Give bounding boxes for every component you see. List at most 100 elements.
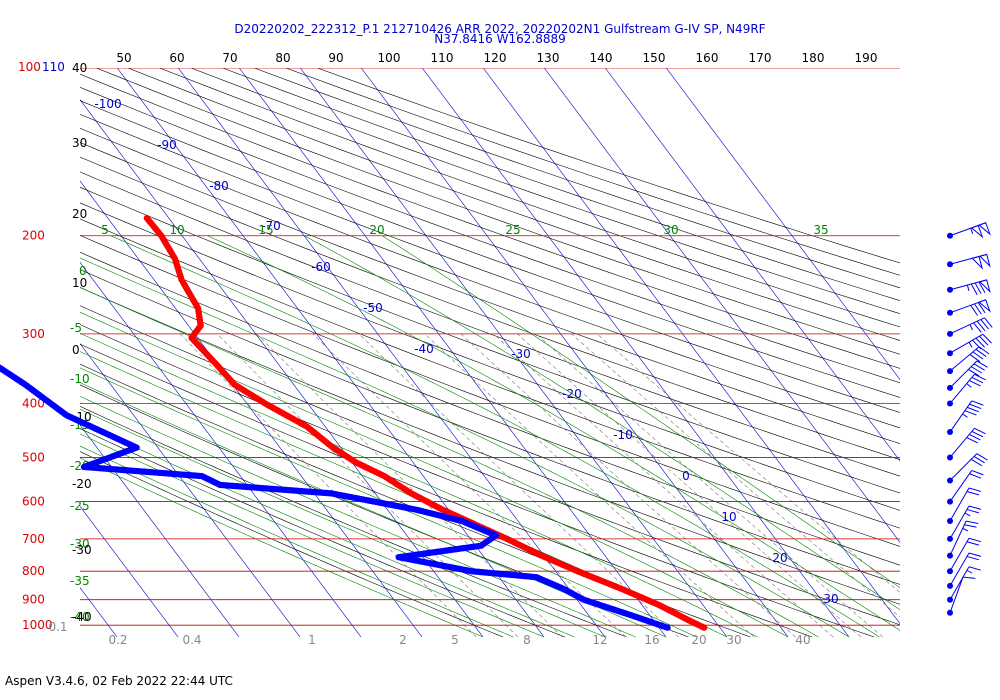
wind-barb-feather xyxy=(971,430,984,438)
temperature-point xyxy=(700,624,708,631)
dry-adiabat-line xyxy=(80,86,900,384)
wind-barb-feather xyxy=(984,317,993,328)
moist-adiabat-label: 25 xyxy=(505,223,520,237)
wind-barb-feather xyxy=(976,320,986,332)
mixing-ratio-label: 20 xyxy=(691,633,706,647)
left-green-label: -10 xyxy=(70,372,90,386)
isotherm-label: -80 xyxy=(209,179,229,193)
moist-adiabat-line xyxy=(80,332,758,638)
pressure-tick-label: 110 xyxy=(42,60,65,74)
wind-barb-feather xyxy=(969,473,982,479)
dry-adiabat-line xyxy=(254,68,900,289)
wind-barb xyxy=(949,566,970,600)
top-axis-tick-label: 150 xyxy=(643,51,666,65)
dry-adiabat-line xyxy=(80,73,900,369)
isotherm-line xyxy=(178,68,606,638)
top-axis-tick-label: 120 xyxy=(484,51,507,65)
isotherm-label: 0 xyxy=(682,469,690,483)
top-axis-tick-label: 110 xyxy=(431,51,454,65)
mixing-ratio-line xyxy=(216,333,519,638)
top-axis-tick-label: 180 xyxy=(802,51,825,65)
top-axis-tick-label: 100 xyxy=(378,51,401,65)
left-green-label: -35 xyxy=(70,574,90,588)
wind-barb-feather xyxy=(974,282,982,295)
wind-barb xyxy=(949,453,978,481)
wind-barb-half xyxy=(966,569,973,574)
wind-barb xyxy=(949,317,985,335)
pressure-tick-label: 400 xyxy=(22,396,45,410)
wind-barb xyxy=(949,400,973,433)
top-axis-tick-label: 190 xyxy=(855,51,878,65)
left-green-label: -25 xyxy=(70,499,90,513)
isotherm-label: -90 xyxy=(157,138,177,152)
isotherm-label: -70 xyxy=(261,219,281,233)
mixing-ratio-line xyxy=(536,333,883,638)
wind-barb-feather xyxy=(969,403,982,410)
moist-adiabat-line xyxy=(207,235,900,631)
wind-barb-feather xyxy=(972,351,984,360)
wind-barb-feather xyxy=(971,376,984,384)
moist-adiabat-line xyxy=(304,235,900,611)
isotherm-line xyxy=(0,68,56,637)
moist-adiabat-label: 10 xyxy=(169,223,184,237)
dry-adiabat-line xyxy=(80,451,504,638)
left-green-label: -30 xyxy=(70,537,90,551)
wind-barb-feather xyxy=(968,487,982,492)
pressure-tick-label: 800 xyxy=(22,564,45,578)
dry-adiabat-line xyxy=(80,324,875,638)
wind-barb-half xyxy=(966,383,972,388)
wind-barb-feather xyxy=(968,552,982,557)
wind-barb-feather xyxy=(968,369,980,377)
wind-barb-feather xyxy=(969,354,981,363)
wind-barb xyxy=(949,520,967,556)
moist-adiabat-label: 15 xyxy=(258,223,273,237)
wind-barb-flag xyxy=(978,222,991,236)
dry-adiabat-line xyxy=(80,171,900,477)
isotherm-line xyxy=(80,343,301,638)
wind-barb-feather xyxy=(968,537,982,543)
left-black-label: -20 xyxy=(72,477,92,491)
wind-barb-feather xyxy=(966,437,979,444)
wind-barb-half xyxy=(964,512,971,517)
mixing-ratio-label: 1 xyxy=(308,633,316,647)
pressure-tick-label: 100 xyxy=(18,60,41,74)
pressure-tick-label: 200 xyxy=(22,229,45,243)
isotherm-label: -40 xyxy=(414,342,434,356)
wind-barb-feather xyxy=(973,456,985,464)
moist-adiabat-label: 5 xyxy=(101,223,109,237)
top-axis-tick-label: 90 xyxy=(328,51,343,65)
isotherm-line xyxy=(422,68,850,638)
dry-adiabat-line xyxy=(285,68,900,276)
isotherm-line xyxy=(544,68,900,543)
wind-barb xyxy=(949,346,980,372)
dry-adiabat-line xyxy=(222,68,900,301)
isotherm-line xyxy=(80,261,362,638)
left-green-label: -5 xyxy=(70,321,82,335)
wind-barb-feather xyxy=(975,337,985,348)
moist-adiabat-line xyxy=(80,395,636,638)
mixing-ratio-line xyxy=(312,333,627,638)
wind-barb xyxy=(949,470,973,502)
wind-barb xyxy=(949,333,984,354)
dry-adiabat-line xyxy=(96,68,900,355)
dry-adiabat-line xyxy=(80,113,900,413)
mixing-ratio-label: 5 xyxy=(451,633,459,647)
left-black-label: 30 xyxy=(72,136,87,150)
dry-adiabat-line xyxy=(80,343,813,638)
wind-barb-feather xyxy=(980,319,989,330)
isotherm-label: 10 xyxy=(721,510,736,524)
moist-adiabat-label: 20 xyxy=(369,223,384,237)
wind-barb-feather xyxy=(974,303,982,315)
wind-barb-feather xyxy=(974,373,986,381)
pressure-tick-label: 500 xyxy=(22,450,45,464)
isotherm-label: -30 xyxy=(511,347,531,361)
mixing-ratio-line xyxy=(179,333,477,638)
dry-adiabat-line xyxy=(80,156,900,461)
wind-barb-feather xyxy=(964,410,977,416)
pressure-tick-label: 300 xyxy=(22,327,45,341)
wind-barb-feather xyxy=(976,453,988,461)
dry-adiabat-line xyxy=(80,251,900,566)
wind-barb-flag xyxy=(978,299,991,313)
wind-barb-half xyxy=(966,284,970,291)
